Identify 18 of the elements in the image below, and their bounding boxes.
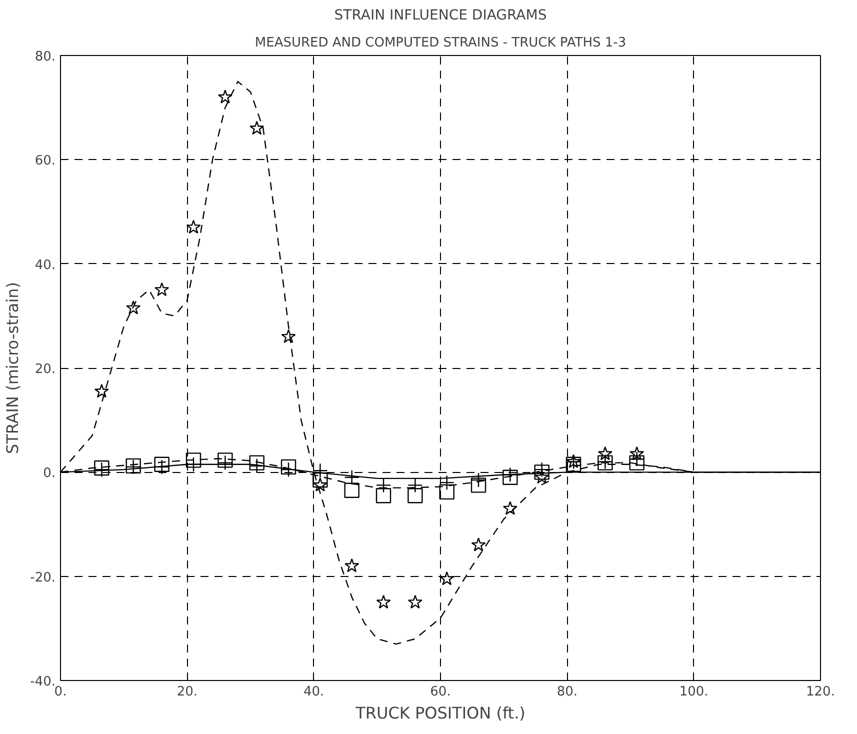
y-tick-label: 0. [43, 466, 56, 482]
x-tick-label: 100. [679, 684, 708, 700]
y-tick-label: 40. [34, 258, 56, 273]
y-tick-label: 60. [34, 154, 56, 169]
x-tick-label: 0. [54, 684, 67, 700]
x-tick-label: 40. [303, 684, 324, 700]
x-tick-label: 60. [430, 684, 451, 700]
y-axis-title: STRAIN (micro-strain) [3, 282, 22, 454]
x-axis-title: TRUCK POSITION (ft.) [354, 704, 526, 722]
y-tick-label: -40. [30, 674, 56, 690]
x-tick-label: 120. [806, 684, 835, 700]
x-tick-label: 20. [176, 684, 198, 700]
y-tick-label: 20. [34, 362, 56, 377]
chart-title: STRAIN INFLUENCE DIAGRAMS [334, 8, 547, 24]
chart-subtitle: MEASURED AND COMPUTED STRAINS - TRUCK PATHS 1-3 [254, 36, 626, 50]
x-tick-label: 80. [556, 684, 578, 700]
y-tick-label: -20. [30, 570, 56, 586]
y-tick-label: 80. [34, 50, 56, 64]
